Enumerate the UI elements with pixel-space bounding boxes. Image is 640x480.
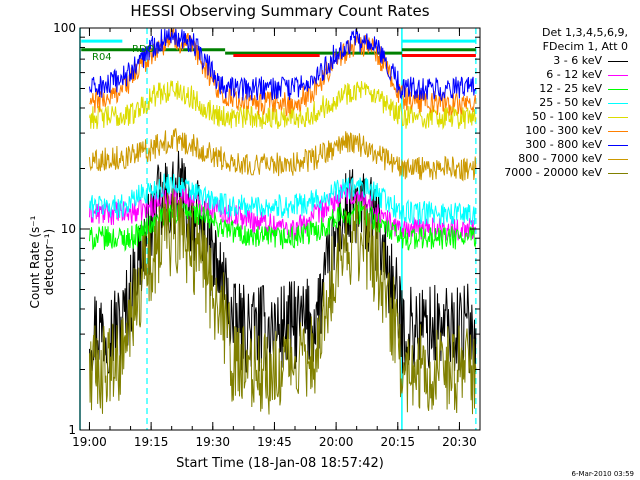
- legend-item: 6 - 12 keV: [484, 68, 636, 82]
- axes: 19:00 19:15 19:30 19:45 20:00 20:15 20:30 1 10 10…: [53, 21, 481, 449]
- x-axis-label: Start Time (18-Jan-08 18:57:42): [176, 456, 384, 471]
- x-tick-label-0: 19:00: [72, 435, 107, 449]
- x-tick-label-1: 19:15: [134, 435, 169, 449]
- legend-swatch: [608, 60, 628, 62]
- annotation-r04: R04: [92, 52, 112, 63]
- annotations: R04 RDO: [92, 44, 155, 63]
- legend-swatch: [608, 74, 628, 76]
- legend-swatch: [608, 144, 628, 146]
- series-line-8: [89, 188, 477, 415]
- annotation-rdo: RDO: [132, 44, 155, 55]
- legend: Det 1,3,4,5,6,9, FDecim 1, Att 0 3 - 6 k…: [484, 26, 636, 180]
- x-tick-label-4: 20:00: [319, 435, 354, 449]
- legend-label: 100 - 300 keV: [525, 124, 602, 137]
- x-tick-label-5: 20:15: [380, 435, 415, 449]
- legend-swatch: [608, 172, 628, 174]
- series-line-7: [89, 128, 477, 182]
- legend-label: 12 - 25 keV: [539, 82, 602, 95]
- legend-item: 300 - 800 keV: [484, 138, 636, 152]
- y-tick-label-2: 100: [53, 21, 76, 35]
- legend-label: 7000 - 20000 keV: [504, 166, 602, 179]
- legend-label: 800 - 7000 keV: [518, 152, 602, 165]
- y-tick-label-0: 1: [68, 423, 76, 437]
- x-tick-label-3: 19:45: [257, 435, 292, 449]
- legend-swatch: [608, 130, 628, 132]
- x-tick-label-6: 20:30: [442, 435, 477, 449]
- legend-item: 12 - 25 keV: [484, 82, 636, 96]
- legend-label: 50 - 100 keV: [532, 110, 602, 123]
- footer-timestamp: 6-Mar-2010 03:59: [571, 470, 634, 478]
- legend-header-line-2: FDecim 1, Att 0: [542, 40, 628, 53]
- legend-item: 50 - 100 keV: [484, 110, 636, 124]
- series-line-6: [89, 28, 477, 102]
- legend-header-line-1: Det 1,3,4,5,6,9,: [541, 26, 628, 39]
- series-line-3: [89, 173, 477, 226]
- chart-title: HESSI Observing Summary Count Rates: [130, 2, 430, 20]
- legend-swatch: [608, 116, 628, 118]
- legend-label: 300 - 800 keV: [525, 138, 602, 151]
- legend-swatch: [608, 158, 628, 160]
- legend-label: 25 - 50 keV: [539, 96, 602, 109]
- legend-item: 7000 - 20000 keV: [484, 166, 636, 180]
- legend-item: 800 - 7000 keV: [484, 152, 636, 166]
- legend-swatch: [608, 102, 628, 104]
- series-group: [89, 27, 477, 415]
- legend-item: 3 - 6 keV: [484, 54, 636, 68]
- y-axis-label: Count Rate (s⁻¹ detector⁻¹): [28, 215, 56, 309]
- series-line-2: [89, 201, 477, 252]
- y-tick-label-1: 10: [61, 222, 76, 236]
- legend-label: 3 - 6 keV: [553, 54, 602, 67]
- legend-item: 100 - 300 keV: [484, 124, 636, 138]
- legend-item: 25 - 50 keV: [484, 96, 636, 110]
- series-line-1: [89, 182, 477, 242]
- legend-swatch: [608, 88, 628, 90]
- x-tick-label-2: 19:30: [195, 435, 230, 449]
- legend-label: 6 - 12 keV: [546, 68, 602, 81]
